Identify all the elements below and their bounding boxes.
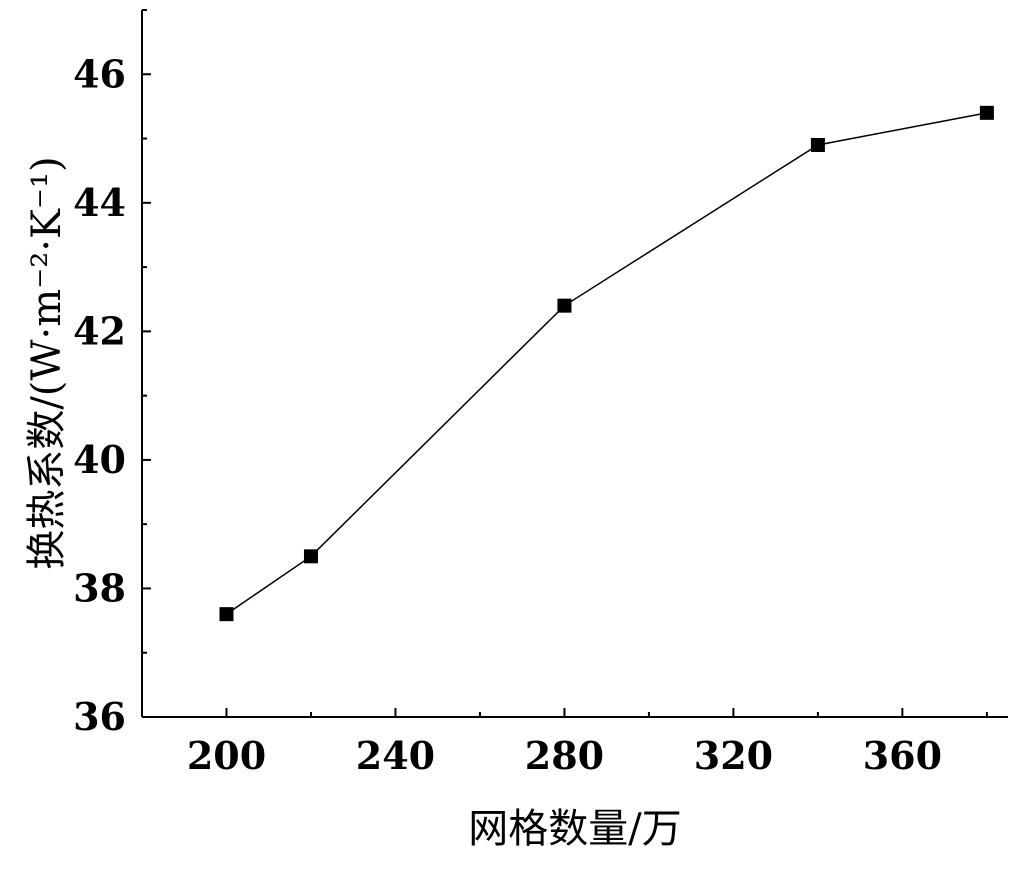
y-tick-label: 38 (73, 565, 126, 610)
ticks: 200 240 280 320 360 36 38 40 42 44 46 (73, 9, 988, 778)
axes (141, 10, 1008, 718)
data-point-marker (557, 298, 572, 313)
x-tick-label: 360 (863, 733, 942, 778)
series-group (219, 105, 994, 622)
y-tick-label: 36 (73, 694, 126, 739)
data-point-marker (303, 549, 318, 564)
data-point-marker (810, 137, 825, 152)
x-tick-label: 240 (356, 733, 435, 778)
data-point-marker (979, 105, 994, 120)
y-tick-label: 46 (73, 51, 126, 96)
y-tick-label: 44 (73, 180, 126, 225)
data-point-marker (219, 607, 234, 622)
y-tick-label: 42 (73, 308, 126, 353)
y-tick-label: 40 (73, 437, 126, 482)
series-line (226, 112, 988, 615)
x-tick-label: 200 (187, 733, 266, 778)
x-axis-title: 网格数量/万 (468, 806, 681, 852)
x-tick-label: 320 (694, 733, 773, 778)
y-axis-title: 换热系数/(W·m⁻²·K⁻¹) (24, 156, 70, 569)
x-tick-label: 280 (525, 733, 604, 778)
